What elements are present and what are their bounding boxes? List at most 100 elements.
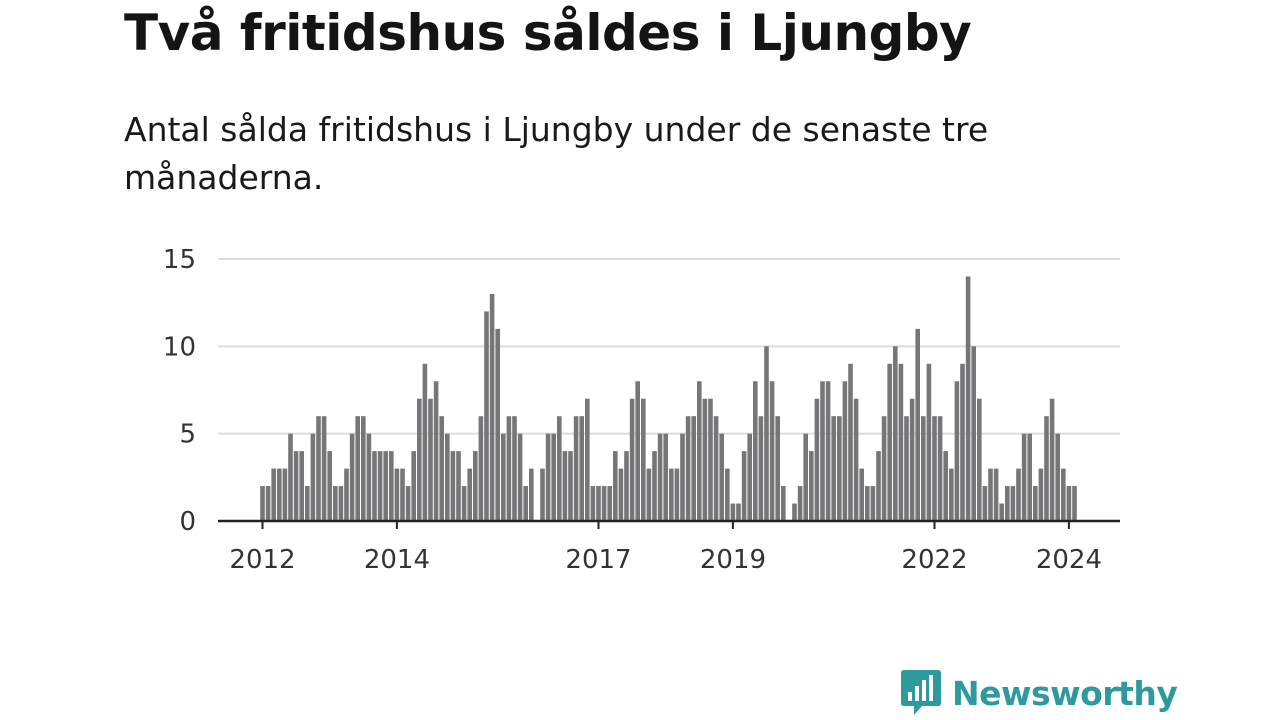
bar — [445, 433, 450, 521]
bar — [568, 451, 573, 521]
x-axis-ticks: 2012 2014 2017 2019 2022 2024 — [229, 521, 1102, 575]
bar — [512, 416, 517, 521]
bar — [719, 433, 724, 521]
bar — [932, 416, 937, 521]
bar — [333, 486, 338, 521]
bar — [629, 398, 635, 521]
bar — [613, 451, 618, 521]
x-tick-label: 2019 — [700, 545, 766, 575]
y-axis-labels: 0 5 10 15 — [163, 245, 196, 537]
bar — [596, 486, 601, 521]
bar — [825, 381, 831, 521]
bar — [954, 381, 960, 521]
bar — [680, 433, 685, 521]
bar — [461, 486, 467, 521]
bar — [669, 468, 674, 521]
bar — [428, 398, 433, 521]
bar — [741, 451, 747, 521]
bar — [293, 451, 299, 521]
chart-subtitle: Antal sålda fritidshus i Ljungby under d… — [124, 110, 989, 197]
x-tick-label: 2024 — [1036, 545, 1102, 575]
bar — [405, 486, 411, 521]
x-tick-label: 2017 — [565, 545, 631, 575]
bar — [467, 468, 472, 521]
bar — [758, 416, 764, 521]
bar — [1055, 433, 1060, 521]
bar — [366, 433, 372, 521]
bars — [260, 276, 1077, 521]
bar — [859, 468, 864, 521]
bar — [282, 468, 288, 521]
bar — [965, 276, 971, 521]
bar — [831, 416, 836, 521]
bar — [814, 398, 820, 521]
bar — [652, 451, 657, 521]
bar — [506, 416, 512, 521]
bar — [685, 416, 691, 521]
bar — [803, 433, 808, 521]
bar — [551, 433, 556, 521]
bar — [501, 433, 506, 521]
bar — [725, 468, 730, 521]
bar — [993, 468, 999, 521]
bar — [887, 363, 892, 521]
bar — [1072, 486, 1077, 521]
bar — [573, 416, 579, 521]
bar — [837, 416, 842, 521]
bar — [433, 381, 439, 521]
bar — [921, 416, 926, 521]
bar — [809, 451, 814, 521]
annotations: 2 — [1072, 0, 1089, 7]
bar — [271, 468, 276, 521]
bar — [529, 468, 534, 521]
bar — [1016, 468, 1021, 521]
bar — [977, 398, 982, 521]
bar — [562, 451, 568, 521]
bar — [753, 381, 758, 521]
bar — [383, 451, 388, 521]
bar — [484, 311, 489, 521]
bar — [1049, 398, 1055, 521]
bar — [960, 363, 965, 521]
bar — [842, 381, 848, 521]
bar — [747, 433, 752, 521]
bar — [321, 416, 327, 521]
bar — [310, 433, 316, 521]
bar — [898, 363, 904, 521]
data-label-latest: 2 — [1072, 0, 1089, 7]
bar — [999, 503, 1004, 521]
bar — [820, 381, 825, 521]
bar — [775, 416, 780, 521]
bar — [764, 346, 769, 521]
bar — [904, 416, 909, 521]
bar — [691, 416, 696, 521]
bar — [1021, 433, 1027, 521]
bar — [708, 398, 713, 521]
bar-chart-speech-bubble-icon — [901, 670, 941, 715]
bar — [489, 293, 495, 521]
bar — [1033, 486, 1038, 521]
bar — [926, 363, 932, 521]
bar — [517, 433, 523, 521]
bar — [769, 381, 775, 521]
bar — [523, 486, 528, 521]
gridlines — [218, 258, 1120, 435]
bar — [702, 398, 708, 521]
y-tick-label: 5 — [179, 420, 196, 450]
bar — [344, 468, 349, 521]
bar — [1061, 468, 1066, 521]
bar — [982, 486, 988, 521]
bar — [915, 328, 920, 521]
bar — [781, 486, 786, 521]
bar — [736, 503, 741, 521]
bar — [260, 486, 265, 521]
bar — [663, 433, 668, 521]
bar — [579, 416, 584, 521]
brand-logo: Newsworthy — [900, 668, 1178, 718]
bar — [478, 416, 484, 521]
x-tick-label: 2022 — [901, 545, 967, 575]
bar — [361, 416, 366, 521]
bar — [697, 381, 702, 521]
bar — [949, 468, 954, 521]
bar — [540, 468, 545, 521]
